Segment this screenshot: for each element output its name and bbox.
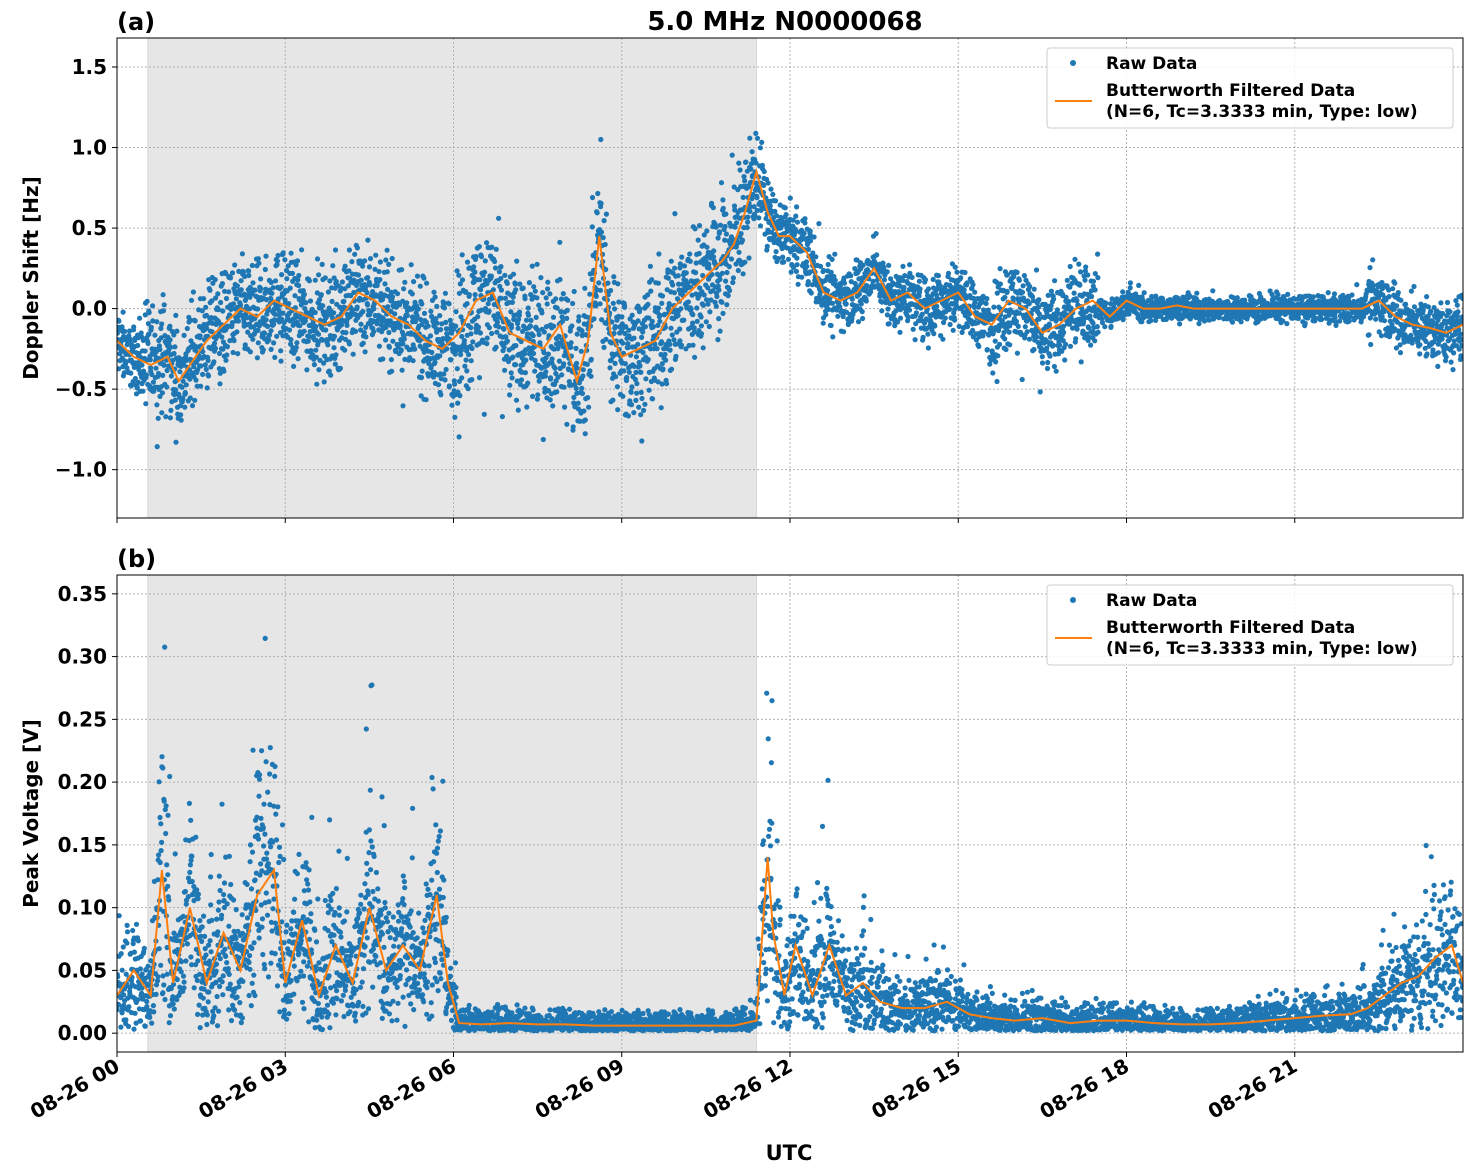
- y-tick-label: 0.30: [58, 645, 107, 669]
- figure-title: 5.0 MHz N0000068: [647, 7, 922, 37]
- legend-label-filtered: Butterworth Filtered Data (N=6, Tc=3.3333…: [1106, 618, 1418, 659]
- y-axis-label: Peak Voltage [V]: [19, 719, 43, 908]
- filtered-data-line: [117, 167, 1463, 385]
- legend-label-raw: Raw Data: [1106, 54, 1197, 74]
- filtered-data-line: [117, 857, 1463, 1027]
- y-tick-label: 0.15: [58, 833, 107, 857]
- x-tick-label: 08-26 06: [362, 1054, 460, 1124]
- panel-label: (b): [117, 545, 156, 573]
- legend-box: [1046, 47, 1454, 129]
- panel-b-peak-voltage: 0.00 0.05 0.10 0.15 0.20 0.25 0.30 0.35 08-26 00…: [19, 545, 1464, 1124]
- y-tick-label: 0.10: [58, 896, 107, 920]
- legend: Raw Data Butterworth Filtered Data (N=6, T…: [1046, 584, 1454, 666]
- y-tick-label: −1.0: [55, 458, 107, 482]
- raw-data-points: [117, 635, 1463, 1034]
- x-tick-label: 08-26 03: [194, 1054, 292, 1124]
- x-tick-label: 08-26 12: [699, 1054, 797, 1124]
- x-tick-label: 08-26 18: [1035, 1054, 1133, 1124]
- panel-a-doppler-shift: −1.0 −0.5 0.0 0.5 1.0 1.5 (a) Doppler Shift [Hz…: [19, 8, 1464, 523]
- x-tick-label: 08-26 09: [531, 1054, 629, 1124]
- x-tick-label: 08-26 00: [26, 1054, 124, 1124]
- legend: Raw Data Butterworth Filtered Data (N=6, T…: [1046, 47, 1454, 129]
- y-tick-label: 0.0: [72, 297, 107, 321]
- y-axis-label: Doppler Shift [Hz]: [19, 176, 43, 380]
- y-tick-label: 1.5: [72, 55, 107, 79]
- legend-marker-raw: [1070, 60, 1076, 66]
- y-tick-label: −0.5: [55, 377, 107, 401]
- y-tick-label: 0.5: [72, 216, 107, 240]
- x-tick-label: 08-26 15: [867, 1054, 965, 1124]
- y-tick-label: 0.00: [58, 1021, 107, 1045]
- shaded-region: [147, 574, 757, 1053]
- legend-marker-raw: [1070, 597, 1076, 603]
- x-axis-label: UTC: [766, 1141, 813, 1165]
- y-tick-label: 0.35: [58, 582, 107, 606]
- raw-data-points: [117, 130, 1463, 450]
- panel-label: (a): [117, 8, 155, 36]
- legend-label-filtered: Butterworth Filtered Data (N=6, Tc=3.3333…: [1106, 81, 1418, 122]
- y-tick-label: 0.05: [58, 958, 107, 982]
- x-tick-label: 08-26 21: [1204, 1054, 1302, 1124]
- y-tick-label: 0.25: [58, 707, 107, 731]
- legend-box: [1046, 584, 1454, 666]
- y-tick-label: 0.20: [58, 770, 107, 794]
- y-tick-label: 1.0: [72, 136, 107, 160]
- legend-label-raw: Raw Data: [1106, 591, 1197, 611]
